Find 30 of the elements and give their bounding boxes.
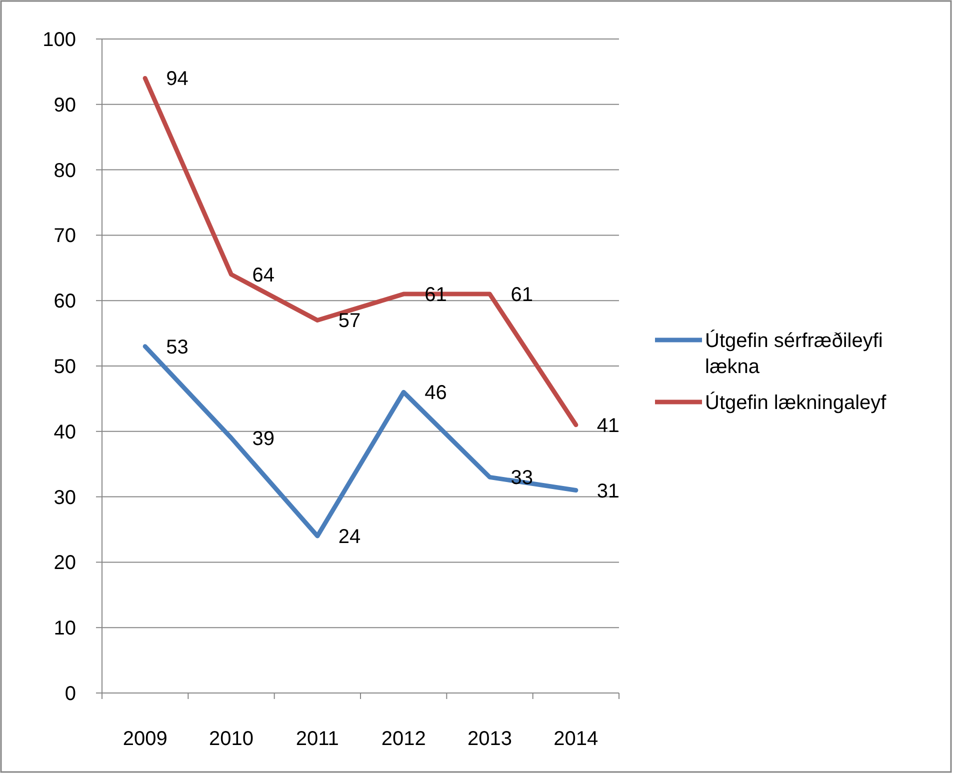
x-tick-label: 2009 bbox=[122, 728, 168, 750]
data-label: 46 bbox=[424, 382, 447, 404]
data-label: 94 bbox=[166, 68, 188, 90]
data-label: 53 bbox=[166, 336, 188, 358]
y-tick-label: 20 bbox=[54, 552, 76, 574]
x-tick-label: 2010 bbox=[209, 728, 254, 750]
legend-label: Útgefin lækningaleyf bbox=[705, 391, 887, 414]
y-tick-label: 100 bbox=[42, 29, 76, 51]
x-tick-label: 2014 bbox=[554, 728, 598, 750]
data-label: 57 bbox=[338, 310, 361, 332]
data-label: 39 bbox=[252, 428, 274, 450]
y-tick-label: 50 bbox=[54, 356, 76, 378]
data-label: 64 bbox=[252, 264, 274, 286]
data-label: 41 bbox=[596, 414, 620, 437]
y-tick-label: 60 bbox=[54, 290, 76, 313]
data-label: 61 bbox=[424, 284, 447, 306]
y-tick-label: 30 bbox=[54, 486, 76, 509]
y-tick-label: 80 bbox=[54, 160, 76, 182]
y-tick-label: 40 bbox=[54, 421, 76, 444]
y-tick-label: 90 bbox=[54, 94, 76, 116]
x-tick-label: 2011 bbox=[296, 728, 339, 750]
x-tick-label: 2012 bbox=[381, 728, 426, 750]
data-label: 24 bbox=[338, 526, 361, 548]
y-tick-label: 70 bbox=[54, 225, 76, 248]
legend-label: Útgefin sérfræðileyfi lækna bbox=[705, 329, 883, 378]
data-label: 31 bbox=[596, 480, 620, 502]
y-tick-label: 0 bbox=[64, 683, 76, 705]
y-tick-label: 10 bbox=[54, 618, 76, 640]
data-label: 61 bbox=[510, 284, 533, 306]
x-tick-label: 2013 bbox=[468, 728, 512, 750]
